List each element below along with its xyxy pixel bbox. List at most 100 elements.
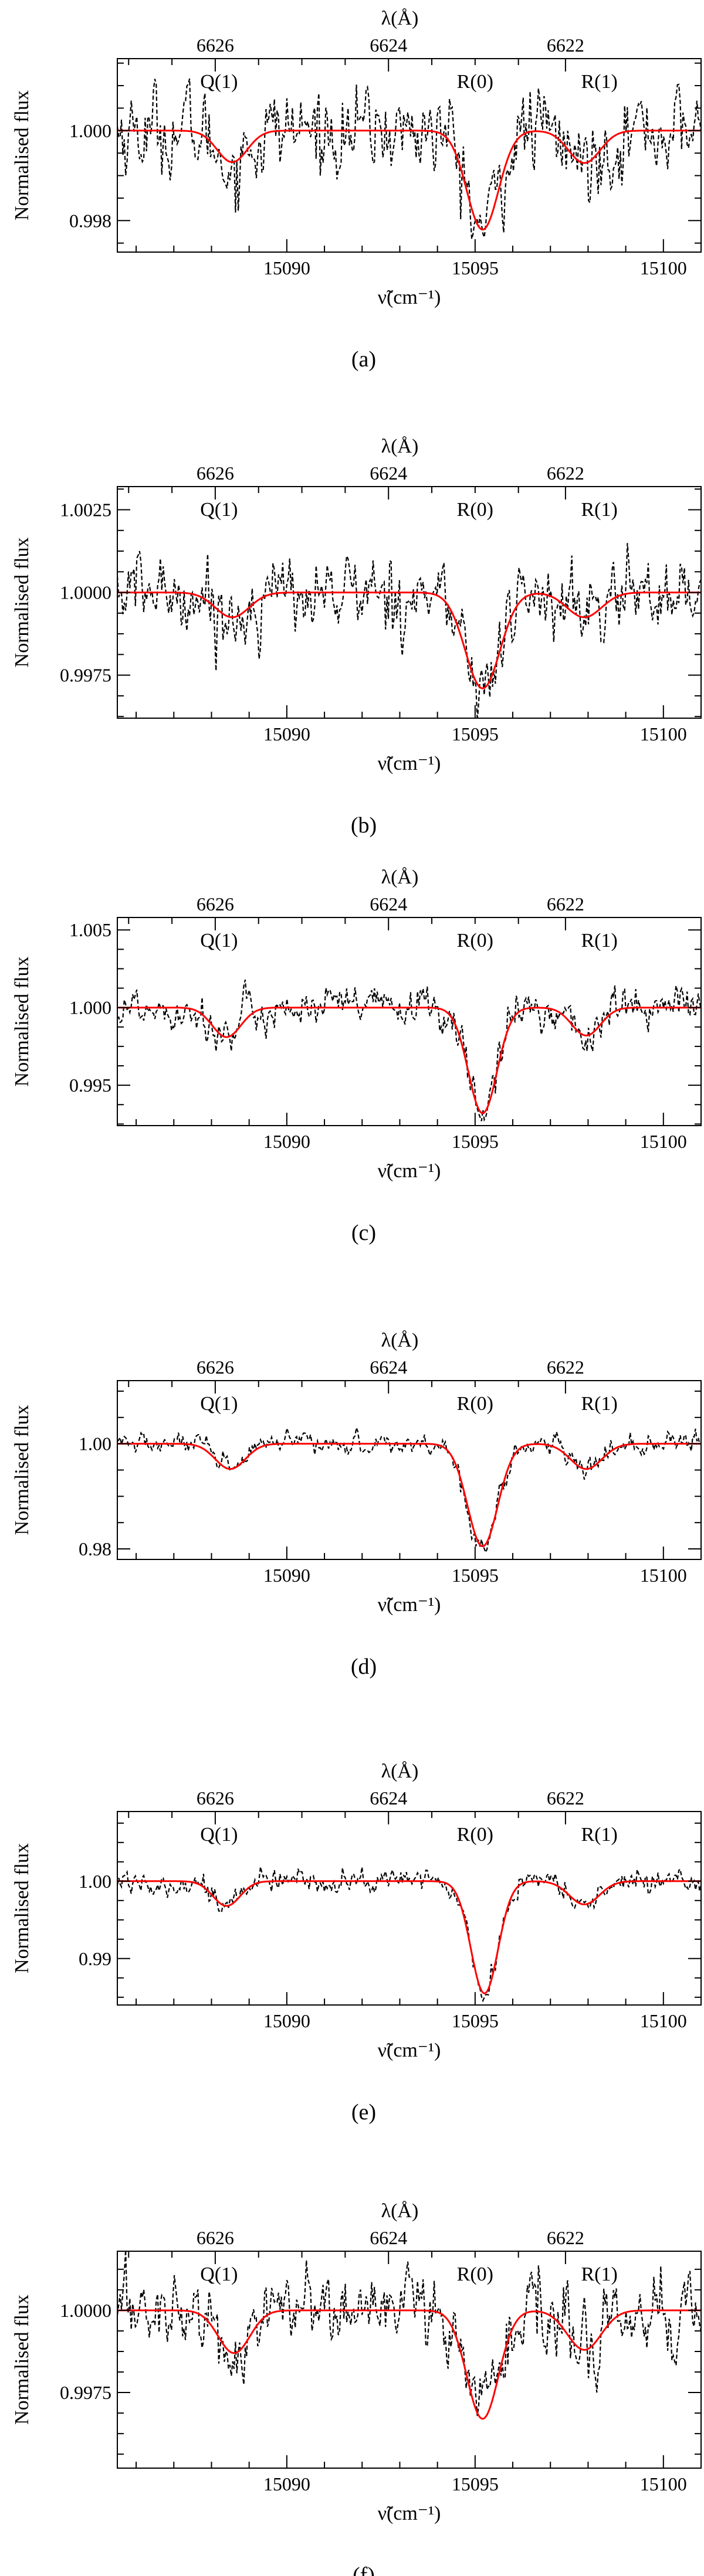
top-tick-label: 6624 xyxy=(370,2227,407,2248)
line-annotation: Q(1) xyxy=(200,499,238,521)
y-tick-label: 1.000 xyxy=(69,997,111,1018)
x-axis-label: ν̃(cm⁻¹) xyxy=(378,287,441,308)
plot-frame xyxy=(117,1811,702,2006)
line-annotation: Q(1) xyxy=(200,1824,238,1846)
top-tick-label: 6624 xyxy=(370,1357,407,1378)
top-tick-label: 6622 xyxy=(547,2227,584,2248)
top-tick-label: 6624 xyxy=(370,1787,407,1809)
top-tick-label: 6626 xyxy=(197,893,234,915)
x-tick-label: 15090 xyxy=(263,257,310,278)
chart-panel-e: 15090 15095 15100 6626 6624 6622 0.99 1.00 Q(1) R… xyxy=(11,1761,702,2125)
x-axis-label: ν̃(cm⁻¹) xyxy=(378,1160,441,1182)
y-tick-label: 1.0000 xyxy=(60,2300,111,2321)
x-tick-label: 15090 xyxy=(263,1565,310,1586)
line-annotation: Q(1) xyxy=(200,1393,238,1415)
plot-frame xyxy=(117,917,702,1126)
line-annotation: R(1) xyxy=(581,1393,618,1415)
y-tick-label: 0.98 xyxy=(79,1538,111,1559)
y-tick-label: 0.9975 xyxy=(60,2382,111,2403)
y-axis-label: Normalised flux xyxy=(11,1405,33,1535)
chart-panel-f: 15090 15095 15100 6626 6624 6622 0.9975 1.0000 Q… xyxy=(11,2200,702,2576)
plot-frame xyxy=(117,58,702,253)
top-axis-label: λ(Å) xyxy=(381,1761,419,1782)
x-tick-label: 15090 xyxy=(263,2010,310,2031)
top-tick-label: 6622 xyxy=(547,35,584,56)
model-fit-line xyxy=(117,1443,701,1547)
observed-spectrum-line xyxy=(117,78,701,239)
x-tick-label: 15100 xyxy=(640,257,687,278)
y-axis-label: Normalised flux xyxy=(11,957,33,1087)
panel-label: (a) xyxy=(351,347,376,372)
line-annotation: R(0) xyxy=(457,2264,493,2285)
chart-panel-d: 15090 15095 15100 6626 6624 6622 0.98 1.00 Q(1) R… xyxy=(11,1330,702,1679)
line-annotation: R(1) xyxy=(581,1824,618,1846)
y-axis-label: Normalised flux xyxy=(11,538,33,668)
model-fit-line xyxy=(117,1007,701,1114)
model-fit-line xyxy=(117,2309,701,2420)
y-tick-label: 0.9975 xyxy=(60,665,111,686)
top-axis-label: λ(Å) xyxy=(381,8,419,29)
x-tick-label: 15100 xyxy=(640,1565,687,1586)
x-axis-label: ν̃(cm⁻¹) xyxy=(378,2040,441,2061)
x-tick-label: 15090 xyxy=(263,723,310,745)
x-tick-label: 15100 xyxy=(640,2010,687,2031)
observed-spectrum-line xyxy=(117,1867,701,2003)
x-tick-label: 15100 xyxy=(640,2473,687,2495)
x-tick-label: 15095 xyxy=(452,723,499,745)
x-tick-label: 15095 xyxy=(452,2473,499,2495)
line-annotation: R(1) xyxy=(581,499,618,521)
chart-panel-c: 15090 15095 15100 6626 6624 6622 0.995 1.000 1.0… xyxy=(11,866,702,1245)
y-axis-label: Normalised flux xyxy=(11,2295,33,2425)
x-axis-label: ν̃(cm⁻¹) xyxy=(378,1594,441,1616)
top-axis-label: λ(Å) xyxy=(381,1330,419,1351)
line-annotation: R(1) xyxy=(581,930,618,951)
y-tick-label: 1.0025 xyxy=(60,499,111,521)
top-axis-label: λ(Å) xyxy=(381,2200,419,2222)
top-tick-label: 6624 xyxy=(370,463,407,484)
line-annotation: R(0) xyxy=(457,930,493,951)
top-tick-label: 6622 xyxy=(547,893,584,915)
y-tick-label: 1.000 xyxy=(69,120,111,141)
top-tick-label: 6626 xyxy=(197,35,234,56)
y-axis-label: Normalised flux xyxy=(11,90,33,220)
top-tick-label: 6624 xyxy=(370,893,407,915)
panel-label: (c) xyxy=(351,1221,376,1245)
y-tick-label: 0.998 xyxy=(69,210,111,231)
top-axis-label: λ(Å) xyxy=(381,436,419,457)
top-axis-label: λ(Å) xyxy=(381,866,419,888)
x-tick-label: 15090 xyxy=(263,2473,310,2495)
line-annotation: R(1) xyxy=(581,2264,618,2285)
x-tick-label: 15100 xyxy=(640,1131,687,1152)
panel-label: (e) xyxy=(351,2100,376,2125)
x-tick-label: 15100 xyxy=(640,723,687,745)
top-tick-label: 6626 xyxy=(197,1357,234,1378)
y-axis-label: Normalised flux xyxy=(11,1843,33,1973)
x-axis-label: ν̃(cm⁻¹) xyxy=(378,2503,441,2524)
top-tick-label: 6624 xyxy=(370,35,407,56)
chart-panel-a: 15090 15095 15100 6626 6624 6622 0.998 1.000 Q(1… xyxy=(11,8,702,372)
line-annotation: Q(1) xyxy=(200,2264,238,2285)
line-annotation: Q(1) xyxy=(200,71,238,93)
model-fit-line xyxy=(117,1880,701,1994)
line-annotation: R(0) xyxy=(457,1824,493,1846)
panel-label: (d) xyxy=(351,1654,377,1679)
chart-panel-b: 15090 15095 15100 6626 6624 6622 0.9975 1.0000 1… xyxy=(11,436,702,838)
x-tick-label: 15095 xyxy=(452,2010,499,2031)
top-tick-label: 6622 xyxy=(547,1357,584,1378)
x-axis-label: ν̃(cm⁻¹) xyxy=(378,753,441,774)
observed-spectrum-line xyxy=(117,2251,701,2417)
y-tick-label: 0.995 xyxy=(69,1075,111,1096)
top-tick-label: 6622 xyxy=(547,1787,584,1809)
top-tick-label: 6626 xyxy=(197,1787,234,1809)
line-annotation: R(0) xyxy=(457,1393,493,1415)
line-annotation: R(0) xyxy=(457,499,493,521)
panel-label: (b) xyxy=(351,813,377,838)
x-tick-label: 15095 xyxy=(452,1131,499,1152)
observed-spectrum-line xyxy=(117,543,701,718)
line-annotation: Q(1) xyxy=(200,930,238,951)
observed-spectrum-line xyxy=(117,1425,701,1555)
y-tick-label: 1.00 xyxy=(79,1433,111,1454)
y-tick-label: 0.99 xyxy=(79,1948,111,1969)
top-tick-label: 6622 xyxy=(547,463,584,484)
